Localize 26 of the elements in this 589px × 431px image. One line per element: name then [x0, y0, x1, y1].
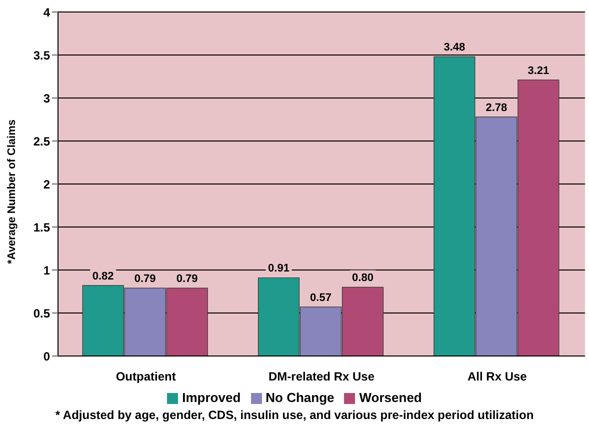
data-label: 0.79 [176, 273, 198, 286]
legend-label: No Change [266, 390, 334, 405]
y-axis-title: *Average Number of Claims [6, 120, 18, 264]
x-tick-label: All Rx Use [467, 370, 528, 384]
text: * Adjusted by age, gender, CDS, insulin use, and various pre-index period utilization [54, 408, 535, 422]
y-tick-label: 3.5 [33, 48, 50, 62]
data-label: 0.57 [310, 292, 332, 304]
y-tick-label: 0 [43, 349, 50, 364]
x-tick-label: DM-related Rx Use [268, 370, 375, 384]
data-label: 3.48 [444, 42, 466, 54]
y-tick-label: 4 [43, 5, 50, 20]
legend-label: Improved [182, 390, 241, 405]
y-tick-label: 3 [43, 91, 50, 106]
x-tick-label: Outpatient [116, 370, 176, 384]
y-tick-label: 0.5 [33, 306, 50, 320]
data-label: 0.79 [134, 273, 156, 286]
data-label: 2.78 [486, 102, 508, 114]
data-label: 0.91 [268, 262, 290, 275]
legend-label: Worsened [359, 390, 422, 405]
data-label: 0.82 [92, 270, 114, 282]
y-tick-label: 1.5 [33, 220, 50, 234]
y-tick-label: 2 [43, 177, 50, 192]
y-tick-label: 2.5 [33, 134, 50, 148]
data-label: 0.80 [352, 272, 374, 284]
y-tick-label: 1 [43, 263, 50, 278]
data-label: 3.21 [528, 64, 550, 77]
